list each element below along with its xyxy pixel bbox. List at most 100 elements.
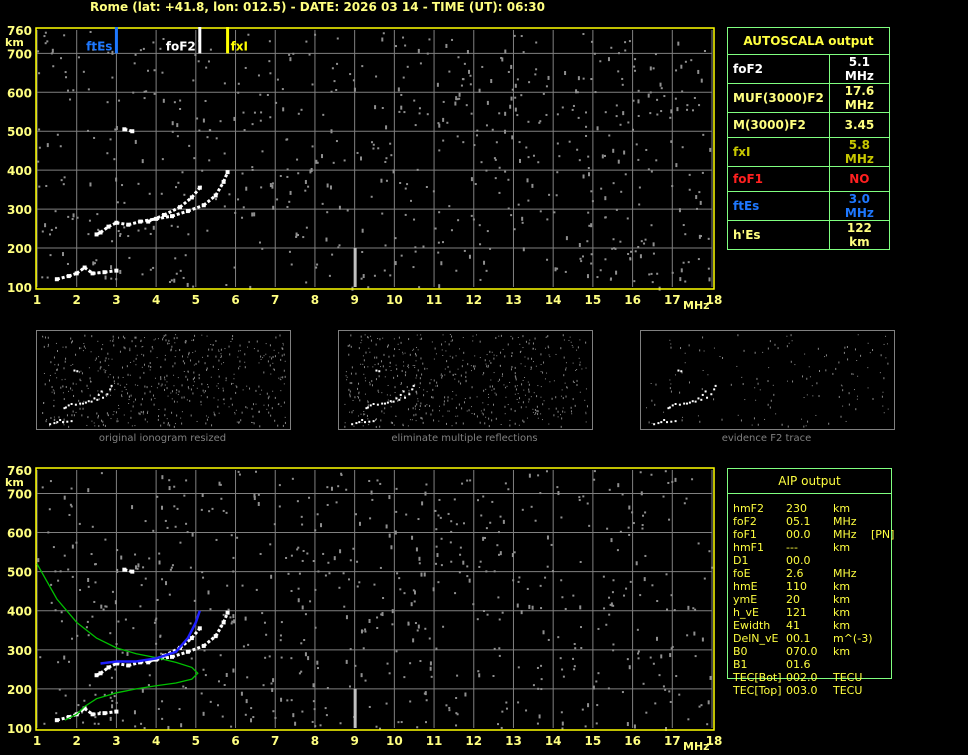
noise-dot (301, 559, 304, 562)
noise-dot (167, 422, 169, 425)
noise-dot (628, 505, 631, 510)
noise-dot (703, 350, 705, 352)
noise-dot (572, 398, 574, 401)
noise-dot (887, 362, 889, 365)
noise-dot (251, 421, 253, 423)
noise-dot (449, 334, 451, 336)
noise-dot (84, 334, 86, 337)
noise-dot (596, 704, 599, 707)
noise-dot (258, 410, 260, 413)
noise-dot (474, 183, 477, 186)
noise-dot (639, 471, 642, 474)
noise-dot (448, 410, 450, 412)
noise-dot (419, 382, 421, 385)
noise-dot (134, 398, 136, 401)
noise-dot (196, 387, 198, 389)
noise-dot (528, 81, 531, 84)
noise-dot (787, 425, 789, 428)
noise-dot (588, 224, 591, 227)
noise-dot (580, 626, 583, 629)
noise-dot (90, 553, 93, 556)
noise-dot (545, 470, 548, 473)
noise-dot (883, 412, 885, 414)
noise-dot (326, 687, 329, 690)
noise-dot (582, 495, 585, 498)
noise-dot (679, 277, 682, 282)
noise-dot (118, 336, 120, 339)
noise-dot (470, 214, 473, 217)
noise-dot (162, 337, 164, 339)
noise-dot (228, 345, 230, 348)
noise-dot (390, 402, 392, 404)
noise-dot (87, 585, 90, 588)
noise-dot (472, 218, 475, 221)
noise-dot (115, 701, 118, 704)
noise-dot (369, 381, 371, 383)
noise-dot (268, 60, 271, 63)
noise-dot (504, 413, 506, 415)
noise-dot (556, 142, 559, 145)
noise-dot (466, 575, 469, 578)
trace-point (94, 673, 99, 678)
noise-dot (498, 378, 500, 381)
noise-dot (574, 647, 577, 650)
noise-dot (269, 344, 271, 347)
noise-dot (610, 538, 613, 543)
x-tick-label: 5 (192, 734, 200, 748)
noise-dot (856, 395, 858, 397)
noise-dot (455, 712, 458, 715)
noise-dot (189, 622, 192, 625)
noise-dot (702, 369, 704, 371)
noise-dot (617, 52, 620, 55)
noise-dot (604, 216, 607, 219)
noise-dot (593, 478, 596, 481)
noise-dot (175, 350, 177, 352)
noise-dot (184, 44, 187, 47)
noise-dot (363, 359, 365, 362)
noise-dot (259, 425, 261, 428)
noise-dot (621, 77, 624, 80)
trace-segment (214, 181, 225, 197)
noise-dot (514, 409, 516, 412)
noise-dot (675, 374, 677, 376)
noise-dot (486, 613, 489, 616)
noise-dot (419, 62, 422, 65)
noise-dot (228, 193, 231, 196)
noise-dot (617, 483, 620, 488)
noise-dot (678, 693, 681, 696)
noise-dot (441, 343, 443, 346)
noise-dot (651, 399, 653, 402)
noise-dot (393, 376, 395, 379)
noise-dot (472, 365, 474, 368)
noise-dot (688, 381, 690, 384)
noise-dot (404, 187, 407, 190)
noise-dot (412, 589, 415, 592)
noise-dot (87, 577, 90, 582)
noise-dot (362, 274, 365, 279)
noise-dot (114, 668, 117, 671)
noise-dot (63, 176, 66, 179)
noise-dot (409, 662, 412, 665)
noise-dot (57, 579, 60, 582)
noise-dot (867, 387, 869, 389)
noise-dot (167, 423, 169, 426)
noise-dot (187, 233, 190, 236)
noise-dot (265, 353, 267, 355)
noise-dot (502, 519, 505, 524)
noise-dot (655, 159, 658, 162)
noise-dot (204, 390, 206, 393)
thumbnail-label: eliminate multiple reflections (391, 433, 538, 444)
y-tick-label: 700 (7, 487, 32, 501)
noise-dot (767, 403, 769, 406)
noise-dot (360, 335, 362, 338)
autoscala-row: ftEs 3.0 MHz (727, 191, 891, 221)
noise-dot (655, 636, 658, 641)
noise-dot (237, 470, 240, 473)
noise-dot (537, 385, 539, 387)
noise-dot (278, 352, 280, 354)
noise-dot (631, 511, 634, 514)
noise-dot (177, 181, 180, 184)
noise-dot (97, 340, 99, 342)
noise-dot (43, 345, 45, 348)
noise-dot (469, 83, 472, 86)
